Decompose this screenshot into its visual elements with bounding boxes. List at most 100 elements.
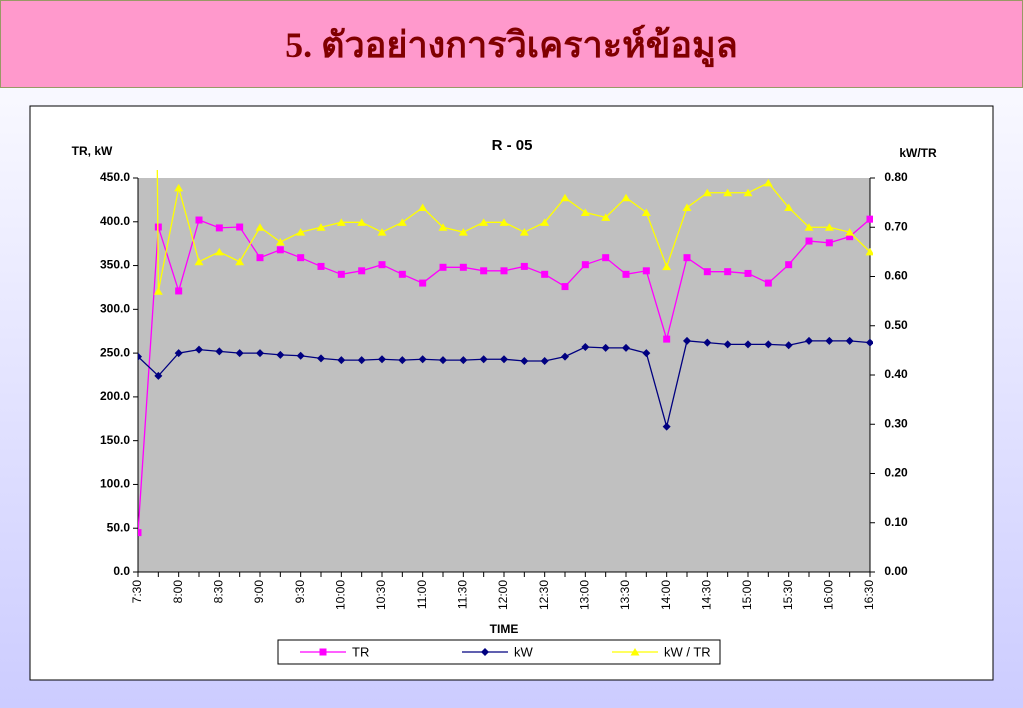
series-layer [138,170,873,537]
marker [235,257,245,266]
marker [138,352,142,361]
marker [439,263,447,271]
marker [297,254,305,262]
marker [724,268,732,276]
x-tick-label: 7:30 [130,580,144,604]
marker [641,208,651,216]
marker [581,261,589,269]
marker [459,263,467,271]
marker [479,218,489,226]
x-tick-label: 16:30 [862,580,876,610]
x-tick-label: 13:00 [578,580,592,610]
marker [764,340,773,349]
marker [317,262,325,270]
legend-label: kW / TR [664,644,711,659]
x-tick-label: 12:30 [537,580,551,610]
x-tick-label: 14:30 [700,580,714,610]
marker [642,349,651,358]
marker [519,228,529,236]
marker [378,261,386,269]
x-tick-label: 11:30 [456,580,470,609]
y2-tick-label: 0.70 [884,219,908,233]
marker [296,228,306,236]
chart-title: R - 05 [492,137,533,154]
marker [866,215,873,223]
marker [336,218,346,226]
legend-marker [319,648,327,656]
marker [255,223,265,231]
marker [317,354,325,363]
y-tick-label: 350.0 [100,258,130,272]
marker [418,203,428,212]
marker [500,267,508,275]
marker [866,338,873,347]
marker [256,349,264,358]
marker [438,223,448,231]
x-tick-label: 15:30 [781,580,795,610]
y-tick-label: 300.0 [100,302,130,316]
y2-tick-label: 0.80 [884,170,908,184]
marker [805,336,813,345]
header: 5. ตัวอย่างการวิเคราะห์ข้อมูล [0,0,1023,88]
marker [630,648,640,656]
marker [846,233,854,241]
x-tick-label: 16:00 [822,580,836,610]
y-tick-label: 400.0 [100,214,130,228]
y2-tick-label: 0.10 [884,515,908,529]
marker [540,218,550,226]
marker [824,223,834,231]
marker [723,340,732,349]
marker [561,283,569,291]
marker [580,208,590,216]
marker [621,193,631,202]
marker [236,223,244,231]
marker [642,267,650,275]
x-tick-label: 8:00 [171,580,185,604]
marker [256,254,264,262]
marker [805,237,813,245]
y2-tick-label: 0.60 [884,269,908,283]
x-tick-label: 11:00 [415,580,429,609]
marker [622,343,630,352]
y2-tick-label: 0.20 [884,466,908,480]
marker [703,338,712,347]
marker [785,261,793,269]
marker [276,246,284,254]
marker [541,270,549,278]
marker [377,228,387,236]
marker [561,352,569,361]
marker [845,228,855,236]
marker [458,228,468,236]
y-tick-label: 250.0 [100,345,130,359]
marker [744,340,752,349]
marker [480,267,488,275]
marker [581,342,590,351]
marker [723,188,733,197]
marker [174,183,184,192]
x-tick-label: 13:30 [618,580,632,610]
marker [825,239,833,247]
marker [479,355,488,364]
marker [439,356,447,365]
marker [378,355,386,364]
marker [622,270,630,278]
marker [398,356,407,365]
legend-label: kW [514,644,534,659]
marker [296,351,305,360]
marker [358,267,366,275]
x-tick-label: 14:00 [659,580,673,610]
x-tick-label: 15:00 [740,580,754,610]
marker [316,223,326,231]
y2-tick-label: 0.30 [884,416,908,430]
marker [397,218,407,226]
y-tick-label: 100.0 [100,477,130,491]
marker [214,247,224,256]
x-tick-label: 10:00 [334,580,348,610]
y-tick-label: 450.0 [100,170,130,184]
marker [663,335,671,343]
marker [357,356,366,365]
marker [499,218,509,226]
marker [865,247,873,256]
marker [337,270,345,278]
